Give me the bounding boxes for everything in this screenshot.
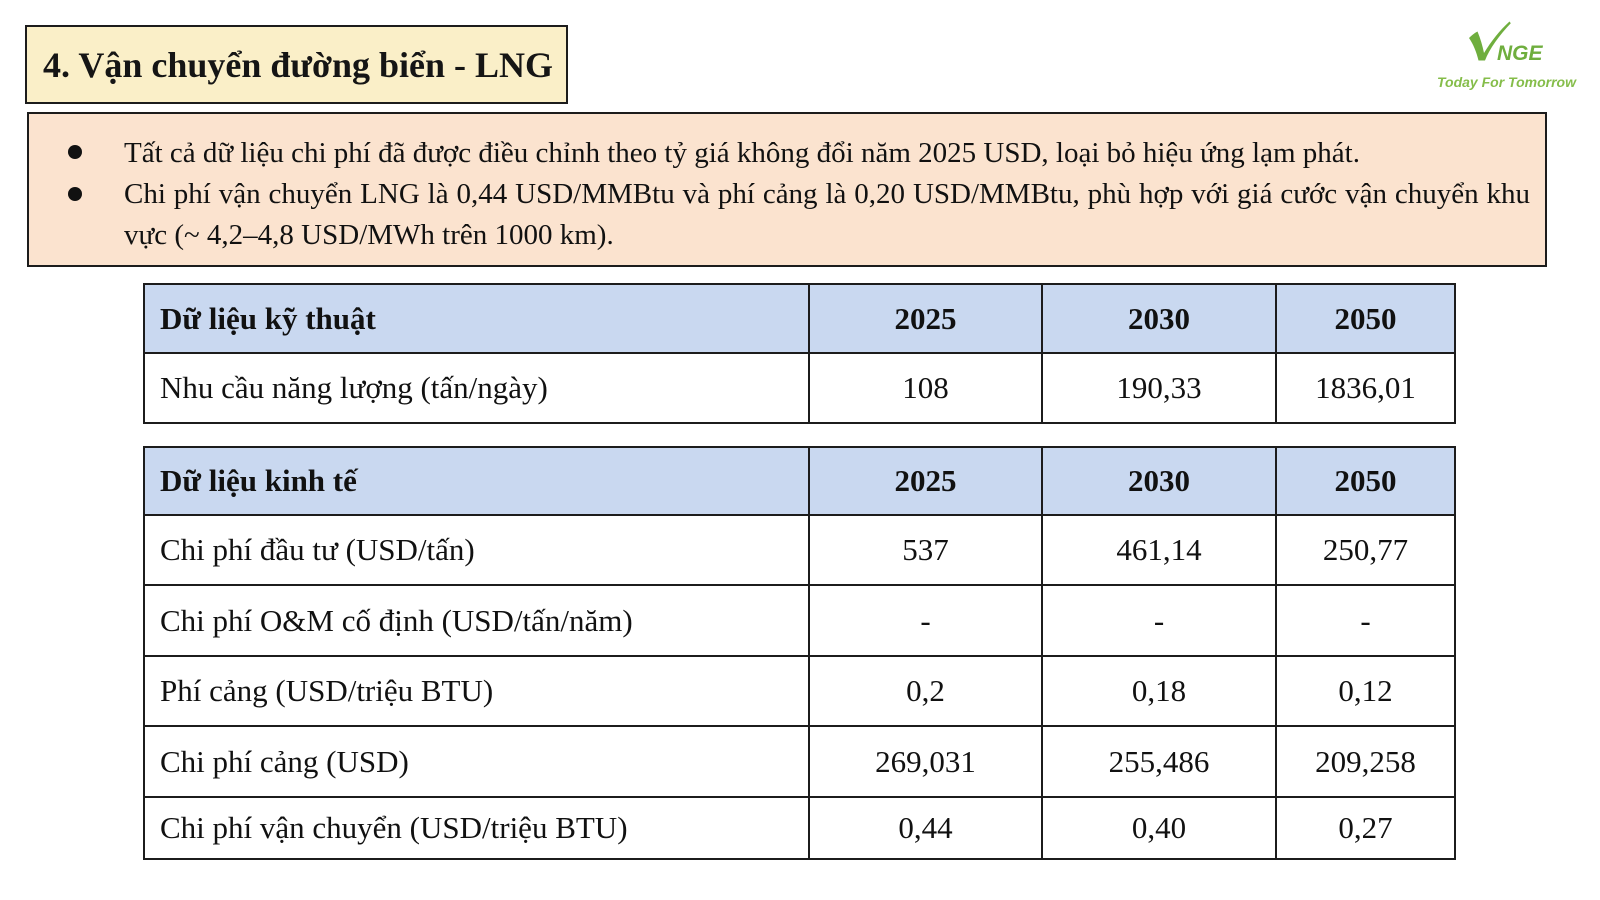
svg-text:NGE: NGE [1497, 42, 1544, 65]
svg-text:Today For Tomorrow: Today For Tomorrow [1437, 74, 1577, 90]
